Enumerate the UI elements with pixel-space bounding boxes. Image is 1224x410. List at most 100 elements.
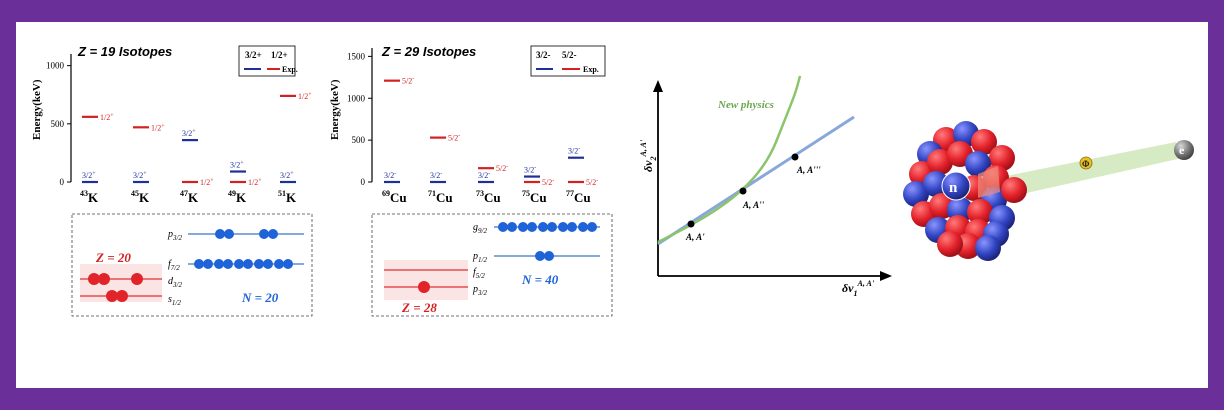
level-label-blue-73Cu: 3/2- [478,171,490,180]
legend-spin-blue: 3/2+ [245,50,262,60]
legend-spin-blue-2: 3/2- [536,50,551,60]
king-point-3 [791,153,799,161]
king-plot-linear-fit [657,115,855,246]
neutron-magic-label-2: N = 40 [521,272,559,287]
legend-spin-red: 1/2+ [271,50,288,60]
mediator-phi [1079,156,1093,170]
mediator-phi-label: Φ [1082,159,1090,169]
level-label-blue-77Cu: 3/2- [568,147,580,156]
level-label-blue-47K: 3/2+ [182,129,196,138]
neutron-pairs-f72 [194,259,293,269]
proton-sphere [989,145,1015,171]
neutron-pair-p32-a [215,229,234,239]
category-label-71Cu: 71Cu [428,189,453,205]
new-physics-label: New physics [717,99,774,111]
chart-z19-ylabel: Energy(keV) [31,79,43,140]
y-tick-label: 1500 [347,51,366,61]
level-label-red-71Cu: 5/2- [448,134,460,143]
king-point-1 [687,220,695,228]
level-label-red-45K: 1/2+ [151,123,165,132]
exchange-cone [978,166,1000,198]
proton-shell-shade-2 [384,260,468,300]
chart-z29: Z = 29 Isotopes 0 500 1000 1500 Energy(keV)… [329,44,606,205]
category-label-51K: 51K [278,189,297,205]
category-label-77Cu: 77Cu [566,189,591,205]
level-label-blue-45K: 3/2+ [133,171,147,180]
proton-sphere [967,199,993,225]
level-label-red-49K: 1/2+ [248,178,262,187]
category-label-45K: 45K [131,189,150,205]
electron-label: e [1179,143,1185,157]
level-label-red-51K: 1/2+ [298,92,312,101]
proton-sphere [1001,177,1027,203]
chart-z29-ylabel: Energy(keV) [329,79,341,140]
chart-z19-y-ticks: 0 500 1000 [46,61,71,187]
category-label-49K: 49K [228,189,247,205]
king-point-label-1: A, A' [685,232,705,242]
neutron-magic-label: N = 20 [241,290,279,305]
neutron-sphere [903,181,929,207]
level-label-blue-69Cu: 3/2- [384,171,396,180]
neutron-label: n [949,180,958,196]
level-label-red-73Cu: 5/2- [496,164,508,173]
neutron-sphere [965,151,991,177]
y-tick-label: 500 [51,119,65,129]
neutron-pair-p12 [535,251,554,261]
level-label-blue-75Cu: 3/2- [524,166,536,175]
king-point-2 [739,187,747,195]
shell-panel-z19: p3/2 f7/2 d3/2 s1/2 Z = 20 N = 20 [71,213,313,317]
category-label-73Cu: 73Cu [476,189,501,205]
level-label-red-75Cu: 5/2- [542,178,554,187]
y-tick-label: 0 [60,177,65,187]
king-plot-ylabel: δν2A, A' [639,139,658,172]
proton-pairs [88,273,143,302]
chart-z29-title: Z = 29 Isotopes [381,44,476,59]
chart-z29-y-ticks: 0 500 1000 1500 [347,51,372,187]
level-label-blue-49K: 3/2+ [230,161,244,170]
king-plot: New physics A, A' A, A'' A, A''' δν2A, A… [639,75,892,298]
neutron-pairs-g92 [498,222,597,232]
legend-exp-label-2: Exp. [583,65,599,74]
chart-z19-title: Z = 19 Isotopes [77,44,172,59]
y-tick-label: 1000 [46,61,65,71]
level-label-blue-51K: 3/2+ [280,171,294,180]
king-point-label-3: A, A''' [796,165,821,175]
nucleus-diagram: n Φ e [903,121,1194,261]
category-label-69Cu: 69Cu [382,189,407,205]
chart-z19-legend-box [238,45,296,77]
proton-single-p32 [418,281,430,293]
level-label-blue-71Cu: 3/2- [430,171,442,180]
legend-spin-red-2: 5/2- [562,50,577,60]
chart-z19-categories: 43K 45K 47K 49K 51K [80,189,297,205]
king-plot-x-arrow [880,271,892,281]
neutron-pair-p32-b [259,229,278,239]
y-tick-label: 500 [352,135,366,145]
king-point-label-2: A, A'' [742,200,765,210]
proton-sphere [971,129,997,155]
new-physics-curve [657,75,802,244]
category-label-47K: 47K [180,189,199,205]
shell-panel-z29: g9/2 p1/2 f5/2 p3/2 Z = 28 N = 40 [371,213,613,317]
proton-magic-label: Z = 20 [95,250,131,265]
king-plot-xlabel: δν1A, A' [842,279,875,298]
chart-z19: Z = 19 Isotopes 0 500 1000 Energy(keV) 3/2… [31,44,312,205]
chart-z29-legend-box [530,45,606,77]
figure-canvas: Z = 19 Isotopes 0 500 1000 Energy(keV) 3/2… [16,22,1208,388]
figure-svg: Z = 19 Isotopes 0 500 1000 Energy(keV) 3/2… [31,44,1194,317]
legend-exp-label: Exp. [282,65,298,74]
level-label-red-43K: 1/2+ [100,113,114,122]
level-label-red-47K: 1/2+ [200,178,214,187]
category-label-75Cu: 75Cu [522,189,547,205]
level-label-blue-43K: 3/2+ [82,171,96,180]
proton-magic-label-2: Z = 28 [401,300,437,315]
proton-sphere [927,149,953,175]
category-label-43K: 43K [80,189,99,205]
exchange-beam [976,142,1182,204]
y-tick-label: 1000 [347,93,366,103]
y-tick-label: 0 [361,177,366,187]
electron [1174,140,1194,160]
chart-z29-categories: 69Cu 71Cu 73Cu 75Cu 77Cu [382,189,591,205]
neutron-sphere [975,235,1001,261]
level-label-red-77Cu: 5/2- [586,178,598,187]
chart-z19-levels: 3/2+ 3/2+ 3/2+ 3/2+ 3/2+ 1/2+ 1/2+ 1/2+ 1/2+ 1/2+ [82,92,312,187]
